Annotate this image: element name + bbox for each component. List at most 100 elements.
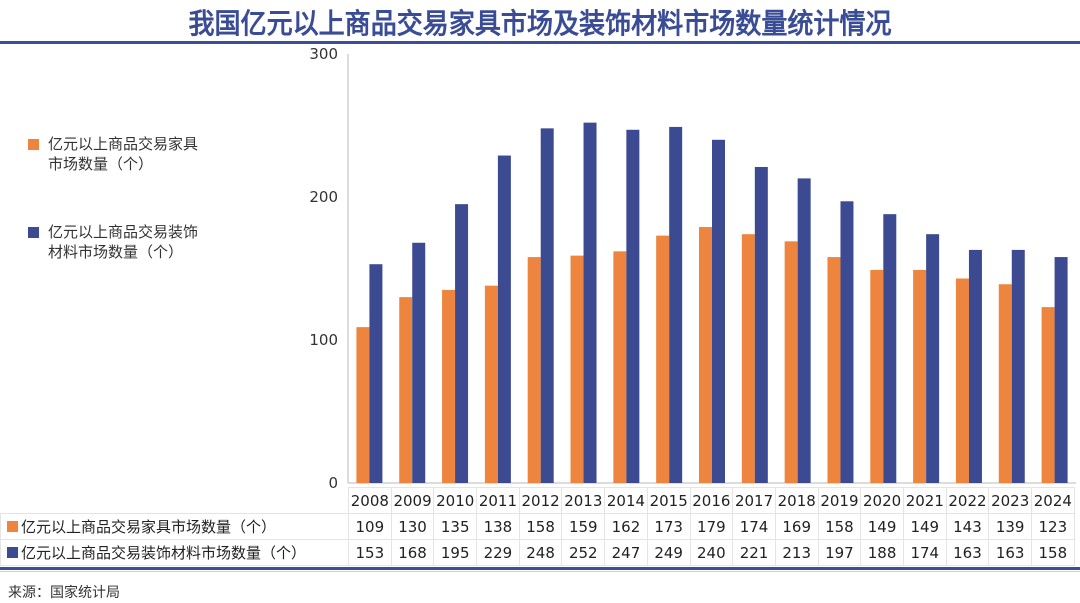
- table-value-cell: 195: [433, 539, 478, 566]
- bar-decoration-2012: [540, 128, 554, 484]
- row-label-text: 亿元以上商品交易家具市场数量（个）: [21, 518, 277, 536]
- table-value-cell: 248: [518, 539, 563, 566]
- table-value-cell: 173: [646, 513, 691, 540]
- table-value-cell: 240: [689, 539, 734, 566]
- table-year-cell: 2018: [774, 487, 819, 514]
- bar-furniture-2008: [356, 327, 370, 483]
- table-value-cell: 143: [945, 513, 990, 540]
- table-value-cell: 158: [518, 513, 563, 540]
- legend: 亿元以上商品交易家具 市场数量（个） 亿元以上商品交易装饰 材料市场数量（个）: [28, 134, 268, 310]
- title-underline: [0, 41, 1080, 44]
- table-value-cell: 123: [1031, 513, 1075, 540]
- y-tick-label: 100: [309, 331, 338, 349]
- table-year-cell: 2021: [902, 487, 947, 514]
- y-tick-label: 0: [328, 474, 338, 490]
- bar-decoration-2024: [1054, 257, 1068, 483]
- bar-furniture-2009: [399, 297, 413, 483]
- table-corner: [0, 487, 349, 514]
- bar-furniture-2023: [998, 284, 1012, 483]
- bar-furniture-2012: [527, 257, 541, 483]
- source-note: 来源：国家统计局: [8, 585, 120, 601]
- table-value-cell: 169: [774, 513, 819, 540]
- y-tick-label: 200: [309, 188, 338, 206]
- chart-title: 我国亿元以上商品交易家具市场及装饰材料市场数量统计情况: [188, 7, 892, 40]
- table-year-cell: 2014: [604, 487, 648, 514]
- bar-furniture-2024: [1041, 307, 1055, 483]
- bar-decoration-2019: [840, 201, 854, 484]
- bar-furniture-2010: [442, 289, 456, 483]
- bar-furniture-2019: [827, 257, 841, 483]
- table-year-cell: 2010: [433, 487, 478, 514]
- row-swatch-furniture: [7, 521, 18, 532]
- bar-furniture-2016: [699, 227, 712, 483]
- table-value-cell: 149: [860, 513, 904, 540]
- table-value-cell: 179: [689, 513, 734, 540]
- table-value-cell: 247: [604, 539, 648, 566]
- table-year-cell: 2019: [817, 487, 862, 514]
- table-value-cell: 163: [945, 539, 990, 566]
- table-value-cell: 163: [988, 539, 1032, 566]
- table-year-cell: 2008: [348, 487, 392, 514]
- table-value-cell: 109: [348, 513, 392, 540]
- y-tick-label: 300: [309, 45, 338, 63]
- table-year-cell: 2023: [988, 487, 1032, 514]
- table-year-cell: 2012: [518, 487, 563, 514]
- row-swatch-decoration: [7, 547, 18, 558]
- table-value-cell: 249: [646, 539, 691, 566]
- legend-swatch-furniture: [28, 139, 39, 150]
- bar-decoration-2017: [754, 166, 768, 483]
- bar-decoration-2008: [369, 264, 383, 483]
- table-value-cell: 252: [561, 539, 606, 566]
- bar-furniture-2014: [613, 251, 627, 483]
- table-value-cell: 135: [433, 513, 478, 540]
- table-value-cell: 138: [476, 513, 520, 540]
- table-header-row: 2008 2009 2010 2011 2012 2013 2014 2015 2016 2017…: [0, 487, 1075, 514]
- bar-decoration-2010: [455, 204, 469, 483]
- bar-furniture-2020: [870, 269, 884, 483]
- table-year-cell: 2020: [860, 487, 904, 514]
- row-label-text: 亿元以上商品交易装饰材料市场数量（个）: [21, 544, 307, 562]
- bar-furniture-2021: [913, 269, 927, 483]
- table-value-cell: 174: [902, 539, 947, 566]
- bar-furniture-2015: [656, 235, 670, 483]
- table-value-cell: 213: [774, 539, 819, 566]
- table-year-cell: 2017: [732, 487, 776, 514]
- table-year-cell: 2011: [476, 487, 520, 514]
- table-value-cell: 158: [1031, 539, 1075, 566]
- legend-item-decoration: 亿元以上商品交易装饰 材料市场数量（个）: [28, 222, 268, 262]
- legend-swatch-decoration: [28, 227, 39, 238]
- legend-label-line2: 材料市场数量（个）: [48, 243, 184, 261]
- table-value-cell: 188: [860, 539, 904, 566]
- bar-decoration-2011: [497, 155, 511, 483]
- legend-label-line1: 亿元以上商品交易家具: [48, 135, 199, 153]
- bar-decoration-2022: [968, 249, 982, 483]
- table-year-cell: 2016: [689, 487, 734, 514]
- bar-furniture-2017: [741, 234, 755, 483]
- legend-label-line1: 亿元以上商品交易装饰: [48, 223, 199, 241]
- bar-chart: 0 100 200 300: [309, 45, 1076, 490]
- bar-decoration-2021: [926, 234, 940, 483]
- bar-decoration-2020: [883, 214, 897, 483]
- table-year-cell: 2013: [561, 487, 606, 514]
- table-value-cell: 158: [817, 513, 862, 540]
- table-value-cell: 139: [988, 513, 1032, 540]
- table-value-cell: 159: [561, 513, 606, 540]
- bar-decoration-2023: [1011, 249, 1025, 483]
- bar-decoration-2015: [669, 126, 683, 484]
- bar-decoration-2013: [583, 122, 597, 483]
- table-year-cell: 2024: [1031, 487, 1075, 514]
- bar-decoration-2014: [626, 129, 640, 484]
- table-row-furniture: 亿元以上商品交易家具市场数量（个） 109 130 135 138 158 159 162 1…: [0, 513, 1075, 540]
- table-value-cell: 168: [390, 539, 435, 566]
- table-year-cell: 2015: [646, 487, 691, 514]
- table-row-label: 亿元以上商品交易装饰材料市场数量（个）: [0, 539, 349, 566]
- bar-furniture-2011: [484, 285, 498, 483]
- table-row-decoration: 亿元以上商品交易装饰材料市场数量（个） 153 168 195 229 248 252 24…: [0, 539, 1075, 566]
- table-year-cell: 2009: [390, 487, 435, 514]
- table-value-cell: 149: [902, 513, 947, 540]
- table-value-cell: 162: [604, 513, 648, 540]
- bar-decoration-2018: [797, 178, 811, 483]
- table-value-cell: 229: [476, 539, 520, 566]
- data-table: 2008 2009 2010 2011 2012 2013 2014 2015 2016 2017…: [0, 487, 1075, 566]
- table-row-label: 亿元以上商品交易家具市场数量（个）: [0, 513, 349, 540]
